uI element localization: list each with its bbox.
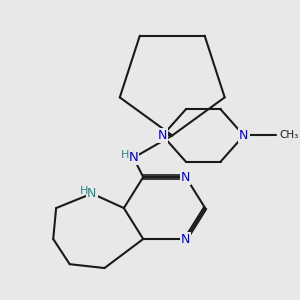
Text: N: N bbox=[181, 232, 190, 245]
Text: N: N bbox=[239, 129, 248, 142]
Text: N: N bbox=[158, 129, 167, 142]
Text: N: N bbox=[87, 187, 97, 200]
Text: H: H bbox=[80, 186, 88, 196]
Text: N: N bbox=[181, 171, 190, 184]
Text: N: N bbox=[129, 151, 138, 164]
Text: CH₃: CH₃ bbox=[279, 130, 298, 140]
Text: H: H bbox=[121, 150, 130, 160]
